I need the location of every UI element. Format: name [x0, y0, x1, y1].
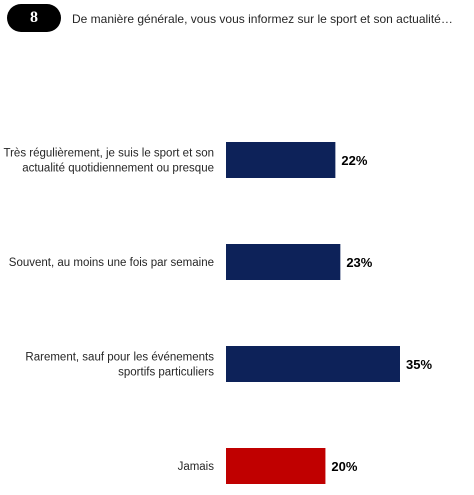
category-label-1-line-0: Souvent, au moins une fois par semaine	[9, 257, 214, 269]
category-label-0-line-1: actualité quotidiennement ou presque	[22, 163, 214, 175]
question-header: 8 De manière générale, vous vous informe…	[0, 0, 474, 40]
value-label-0: 22%	[341, 153, 367, 168]
category-label-0-line-0: Très régulièrement, je suis le sport et …	[4, 148, 215, 160]
value-label-2: 35%	[406, 357, 432, 372]
bar-3	[226, 448, 326, 484]
question-number-badge: 8	[7, 4, 61, 32]
value-label-3: 20%	[331, 459, 357, 474]
bar-1	[226, 244, 341, 280]
bar-0	[226, 142, 336, 178]
category-label-2-line-0: Rarement, sauf pour les événements	[25, 352, 214, 364]
value-label-1: 23%	[346, 255, 372, 270]
category-label-3-line-0: Jamais	[178, 461, 215, 473]
category-label-2-line-1: sportifs particuliers	[118, 367, 214, 379]
question-text: De manière générale, vous vous informez …	[72, 12, 453, 26]
bar-2	[226, 346, 400, 382]
